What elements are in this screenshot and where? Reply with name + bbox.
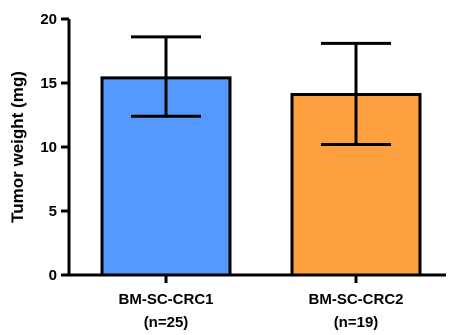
y-axis-title: Tumor weight (mg)	[8, 71, 27, 223]
x-tick-label: BM-SC-CRC1	[119, 291, 214, 308]
x-tick-sublabel: (n=19)	[334, 314, 379, 331]
y-axis: 0 5 10 15 20	[40, 11, 71, 284]
y-tick-label: 10	[40, 139, 57, 156]
y-tick-label: 20	[40, 11, 57, 28]
bars	[100, 76, 422, 277]
error-bars	[131, 35, 391, 146]
x-tick-label: BM-SC-CRC2	[309, 291, 404, 308]
x-tick-sublabel: (n=25)	[144, 314, 189, 331]
x-axis: BM-SC-CRC1 (n=25) BM-SC-CRC2 (n=19)	[67, 273, 446, 331]
y-tick-label: 0	[49, 267, 57, 284]
y-tick-label: 5	[49, 203, 57, 220]
y-tick-label: 15	[40, 75, 57, 92]
